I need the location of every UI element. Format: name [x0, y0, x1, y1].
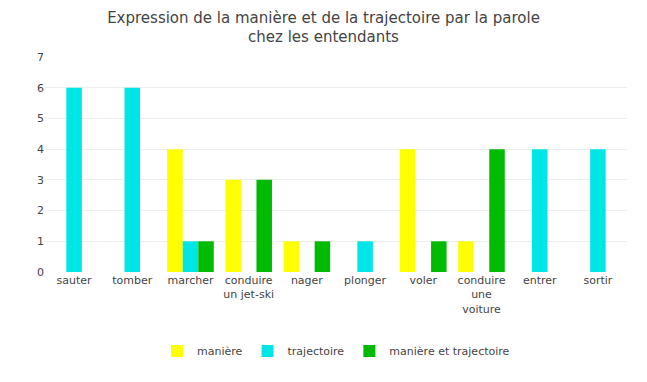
svg-text:7: 7 — [37, 51, 44, 64]
svg-text:voler: voler — [410, 274, 438, 287]
svg-text:manière et trajectoire: manière et trajectoire — [389, 345, 509, 358]
svg-text:sortir: sortir — [583, 274, 612, 287]
svg-text:entrer: entrer — [523, 274, 557, 287]
svg-text:sauter: sauter — [57, 274, 93, 287]
svg-text:2: 2 — [37, 204, 44, 217]
svg-text:tomber: tomber — [112, 274, 153, 287]
svg-text:0: 0 — [37, 266, 44, 279]
svg-text:nager: nager — [291, 274, 323, 287]
svg-text:marcher: marcher — [167, 274, 214, 287]
svg-text:4: 4 — [37, 143, 44, 156]
svg-text:Expression de la manière et de: Expression de la manière et de la trajec… — [107, 9, 540, 47]
svg-text:conduireun jet-ski: conduireun jet-ski — [223, 274, 274, 301]
svg-text:conduireunevoiture: conduireunevoiture — [458, 274, 506, 316]
svg-text:manière: manière — [197, 345, 243, 358]
svg-text:6: 6 — [37, 82, 44, 95]
svg-text:1: 1 — [37, 235, 44, 248]
svg-text:3: 3 — [37, 174, 44, 187]
svg-text:5: 5 — [37, 112, 44, 125]
svg-text:trajectoire: trajectoire — [288, 345, 345, 358]
svg-text:plonger: plonger — [344, 274, 386, 287]
